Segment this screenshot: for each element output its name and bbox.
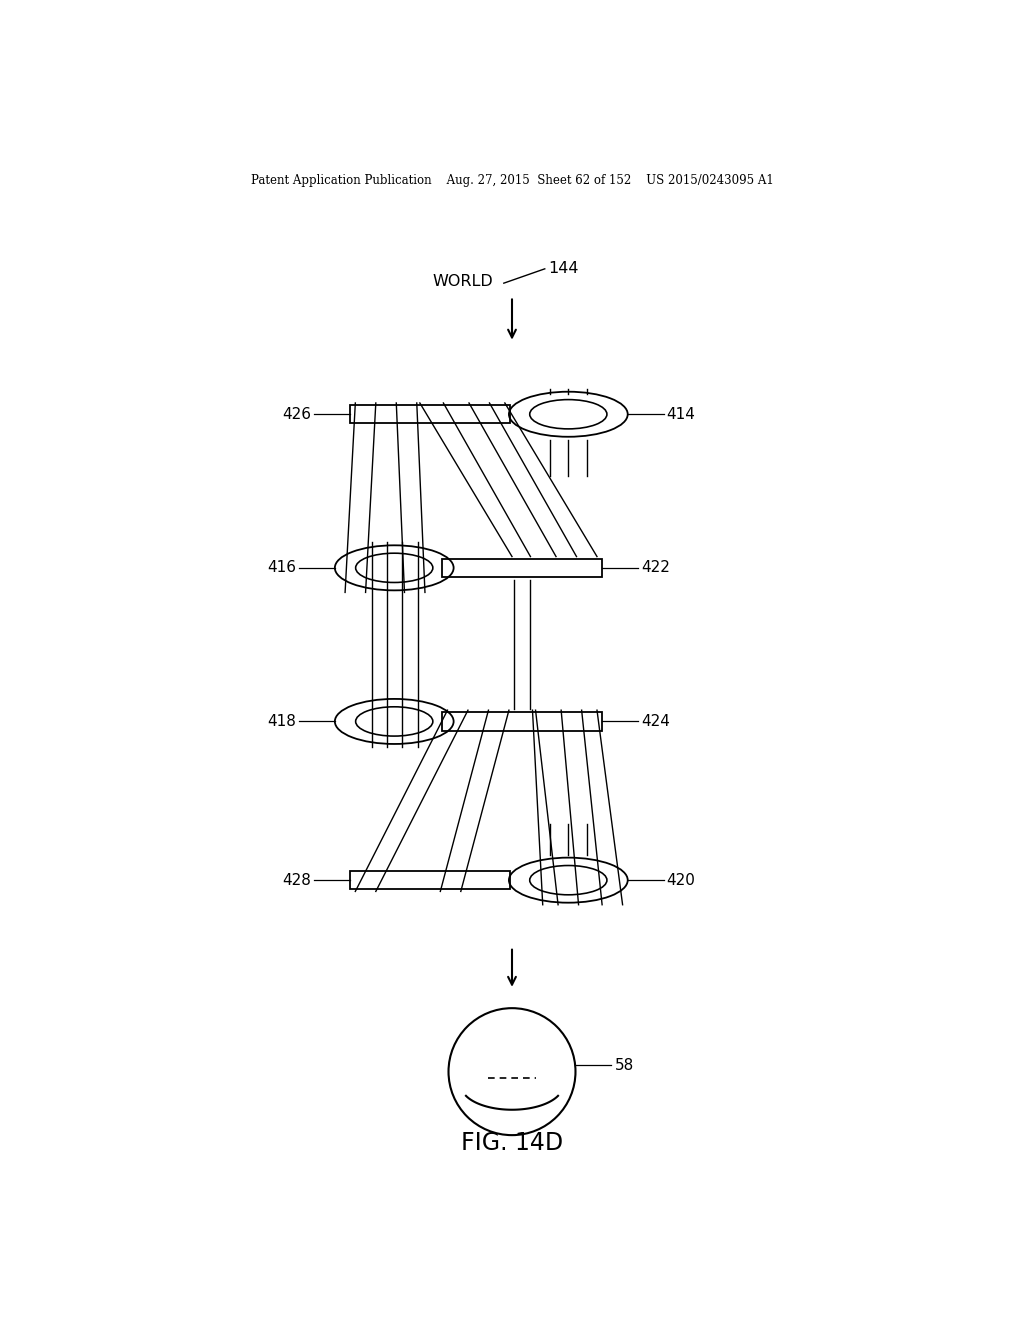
Bar [350,405,510,424]
Text: 418: 418 [267,714,296,729]
Text: 58: 58 [614,1057,634,1073]
Text: FIG. 14D: FIG. 14D [461,1131,563,1155]
Text: Patent Application Publication    Aug. 27, 2015  Sheet 62 of 152    US 2015/0243: Patent Application Publication Aug. 27, … [251,174,773,187]
Text: WORLD: WORLD [433,273,494,289]
Text: 424: 424 [641,714,670,729]
Text: 428: 428 [283,873,311,887]
Text: 422: 422 [641,560,670,576]
Bar [442,558,602,577]
Bar [442,713,602,731]
Text: 144: 144 [548,261,579,276]
Text: 414: 414 [667,407,695,422]
Text: 426: 426 [283,407,311,422]
Bar [350,871,510,890]
Text: 420: 420 [667,873,695,887]
Text: 416: 416 [267,560,296,576]
